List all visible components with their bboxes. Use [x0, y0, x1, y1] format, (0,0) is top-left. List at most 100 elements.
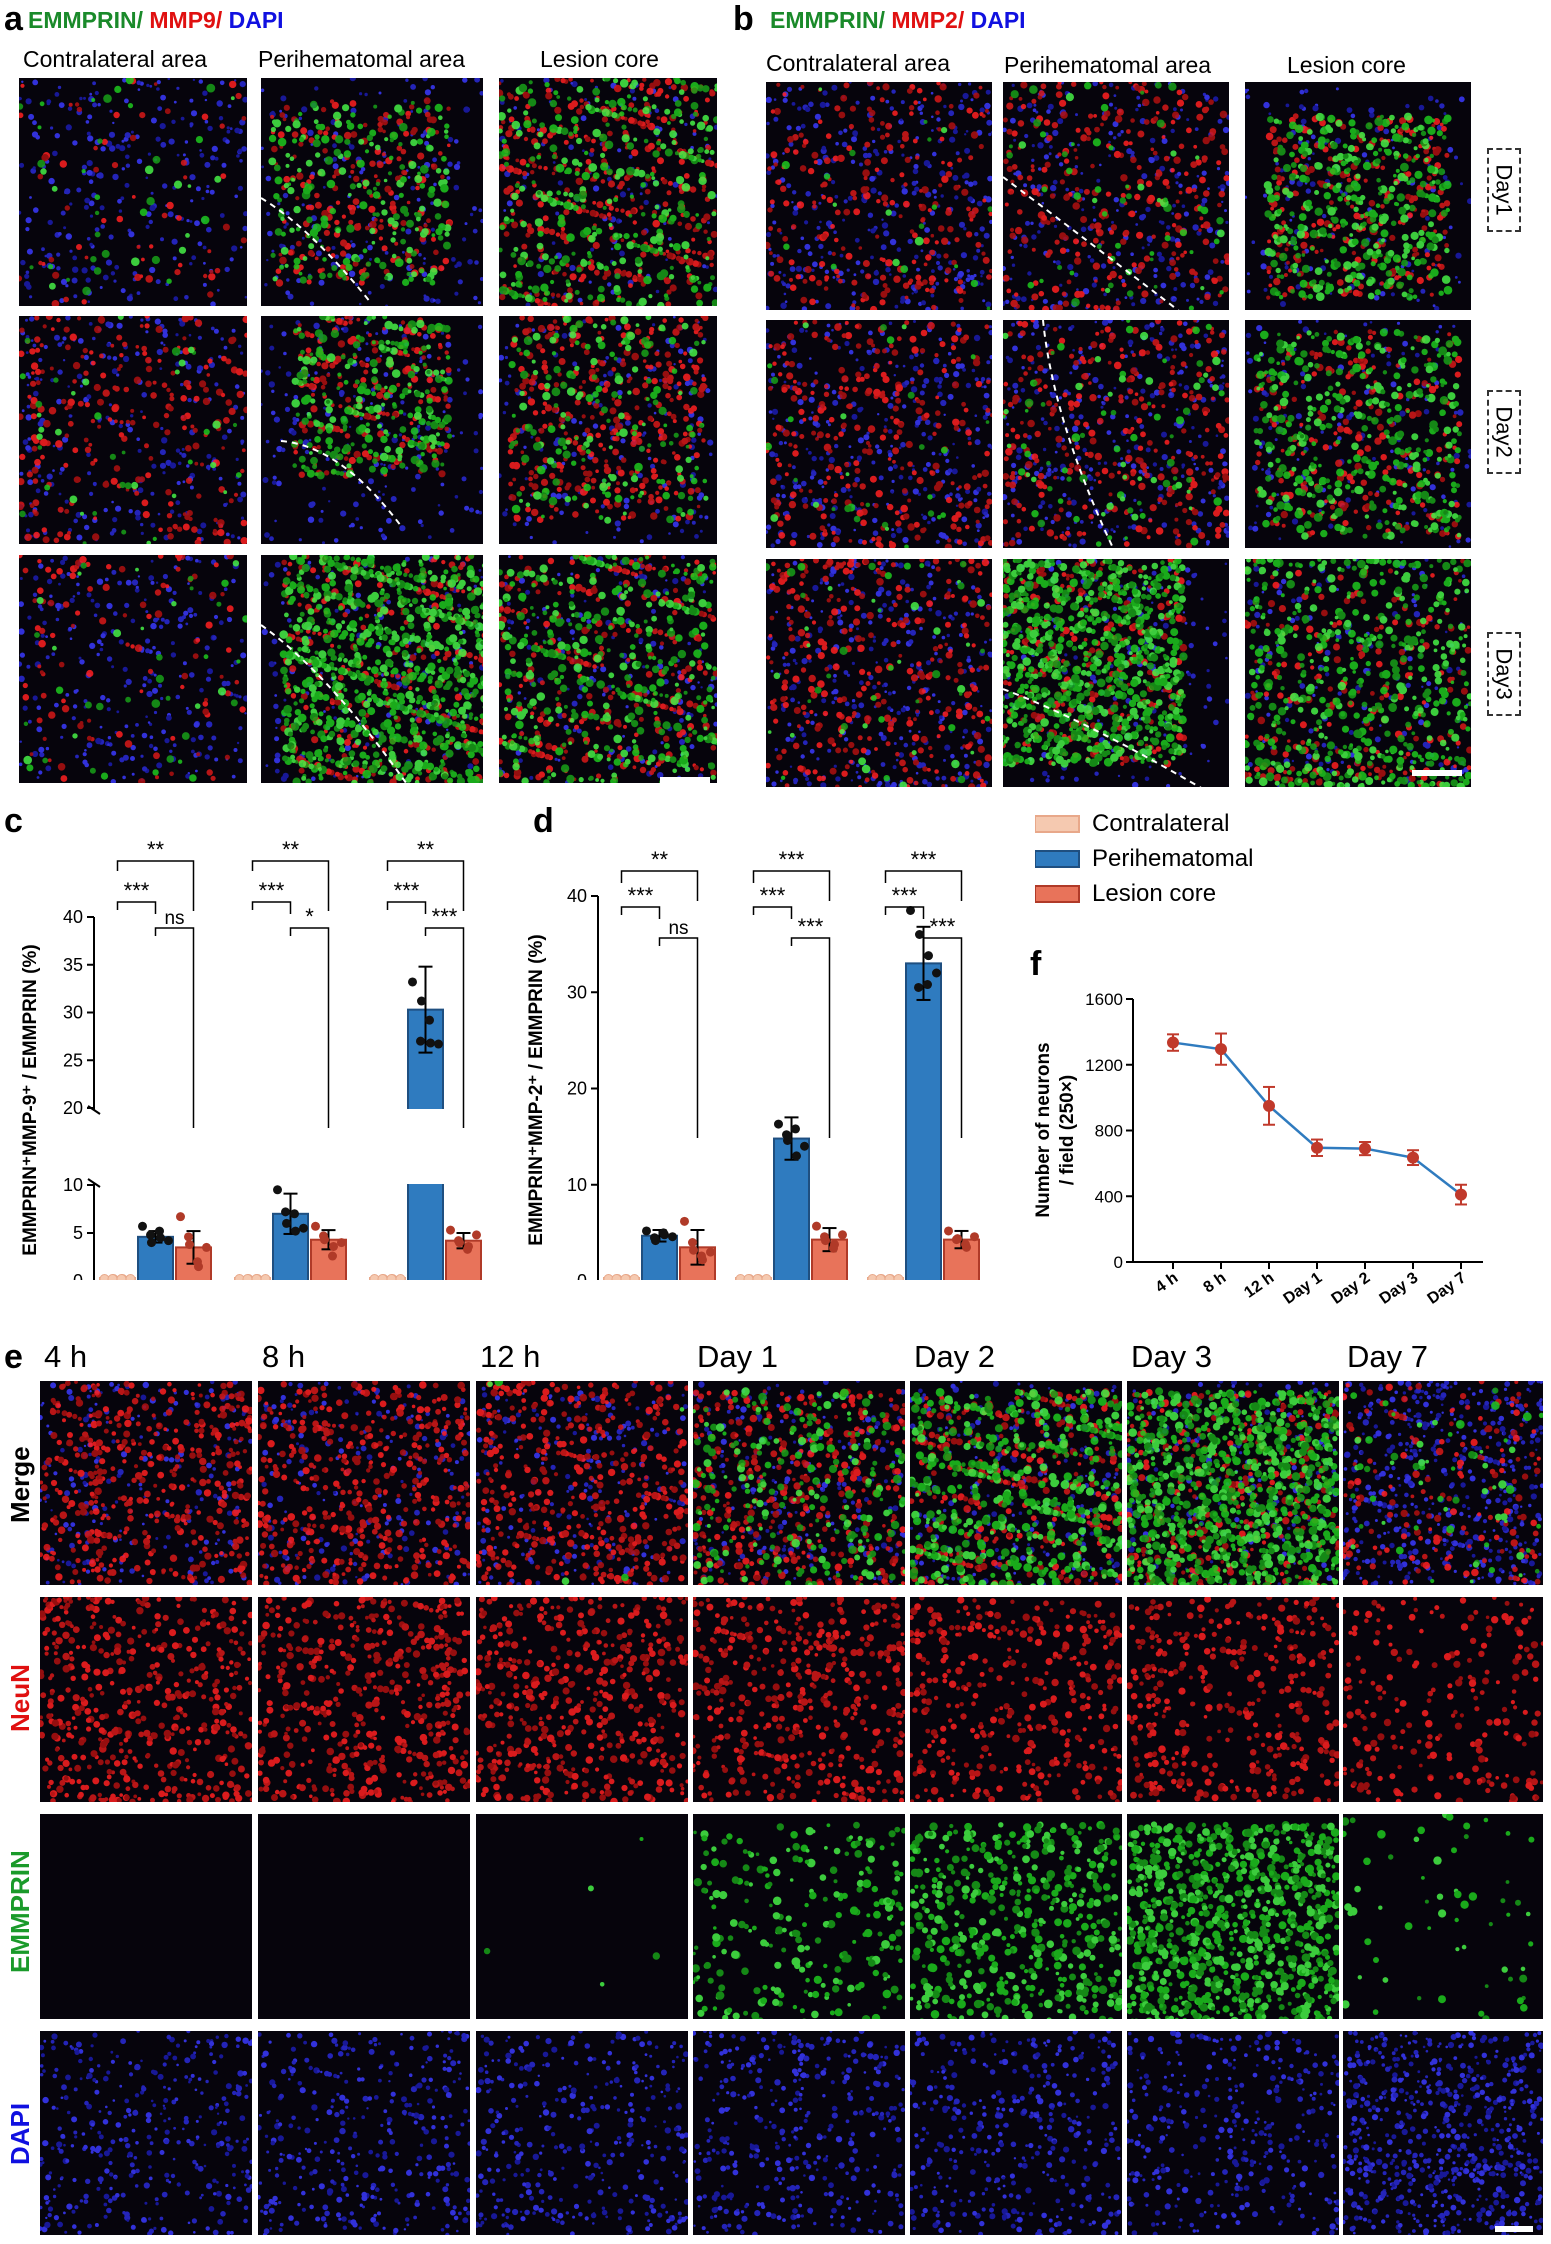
data-point: [319, 1231, 328, 1241]
micrograph-a-r3-c2: [261, 555, 483, 783]
x-tick-label: Day 3: [1377, 1269, 1422, 1305]
data-point: [884, 1274, 895, 1284]
data-point: [659, 1228, 668, 1238]
data-point: [829, 1243, 838, 1253]
data-point: [434, 1039, 443, 1049]
significance-label: **: [147, 837, 165, 862]
y-axis-label-line1: Number of neurons: [1033, 1042, 1054, 1217]
x-tick-label: 8 h: [1201, 1269, 1230, 1296]
bar-d-Day1-1: [641, 1234, 678, 1283]
x-tick-label: Day 1: [1281, 1269, 1326, 1305]
timepoint-label-3: Day 1: [697, 1339, 778, 1375]
micrograph-b-r1-c2: [1003, 82, 1229, 310]
y-tick-label: 40: [567, 886, 587, 906]
data-point: [282, 1218, 291, 1228]
y-tick-label: 800: [1095, 1122, 1123, 1141]
data-point: [386, 1274, 397, 1284]
data-point: [395, 1274, 406, 1284]
micrograph-e-dapi-3: [693, 2031, 905, 2235]
micrograph-e-dapi-2: [476, 2031, 688, 2235]
data-point: [893, 1274, 904, 1284]
data-point: [774, 1119, 783, 1129]
micrograph-e-neun-0: [40, 1597, 252, 1802]
data-point: [1407, 1151, 1419, 1164]
micrograph-e-neun-3: [693, 1597, 905, 1802]
data-point: [611, 1274, 622, 1284]
data-point: [924, 951, 933, 961]
significance-label: ***: [124, 878, 150, 903]
data-point: [792, 1151, 801, 1161]
y-tick-label: 1200: [1085, 1056, 1123, 1075]
panel-b-col-lesion: Lesion core: [1287, 52, 1406, 79]
panel-b-stain-part: DAPI: [971, 7, 1026, 33]
micrograph-a-r3-c3: [499, 555, 717, 783]
panel-b-stain-part: EMMPRIN/: [770, 7, 891, 33]
micrograph-a-r1-c3: [499, 78, 717, 306]
micrograph-e-merge-5: [1127, 1381, 1339, 1585]
panel-b-col-perihematomal: Perihematomal area: [1004, 52, 1211, 79]
panel-a-col-contralateral: Contralateral area: [23, 46, 207, 73]
micrograph-b-r2-c3: [1245, 320, 1471, 548]
panel-label-e: e: [4, 1338, 23, 1377]
y-tick-label: 20: [567, 1079, 587, 1099]
data-point: [961, 1239, 970, 1249]
data-point: [138, 1221, 147, 1231]
y-tick-label: 20: [63, 1098, 83, 1118]
micrograph-a-r3-c1: [19, 555, 247, 783]
day-label-1: Day1: [1487, 148, 1521, 232]
data-point: [706, 1247, 715, 1257]
significance-label: ***: [911, 847, 937, 872]
micrograph-b-r3-c3: [1245, 559, 1471, 787]
data-point: [1311, 1141, 1323, 1154]
data-point: [1215, 1043, 1227, 1056]
data-point: [164, 1236, 173, 1246]
data-point: [377, 1274, 388, 1284]
panel-b-col-contralateral: Contralateral area: [766, 50, 950, 77]
data-point: [1167, 1036, 1179, 1049]
data-point: [311, 1221, 320, 1231]
data-point: [454, 1236, 463, 1246]
micrograph-e-emmprin-3: [693, 1814, 905, 2019]
legend: Contralateral Perihematomal Lesion core: [1034, 806, 1335, 916]
significance-label: ns: [164, 908, 184, 929]
data-point: [425, 1015, 434, 1025]
data-point: [337, 1238, 346, 1248]
data-point: [791, 1124, 800, 1134]
data-point: [107, 1274, 118, 1284]
scale-bar: [1412, 770, 1462, 776]
y-tick-label: 0: [1114, 1253, 1123, 1272]
data-point: [463, 1244, 472, 1254]
data-point: [260, 1274, 271, 1284]
data-point: [291, 1226, 300, 1236]
panel-b-stain-title: EMMPRIN/ MMP2/ DAPI: [770, 7, 1026, 34]
timepoint-label-5: Day 3: [1131, 1339, 1212, 1375]
micrograph-a-r2-c1: [19, 316, 247, 544]
significance-label: *: [305, 904, 314, 929]
data-point: [281, 1207, 290, 1217]
significance-label: **: [651, 847, 669, 872]
y-axis-label: EMMPRIN⁺MMP-2⁺ / EMMPRIN (%): [526, 934, 547, 1245]
micrograph-e-neun-1: [258, 1597, 470, 1802]
panel-label-d: d: [533, 802, 554, 841]
legend-label-1: Perihematomal: [1092, 845, 1253, 872]
timepoint-label-6: Day 7: [1347, 1339, 1428, 1375]
micrograph-a-r2-c3: [499, 316, 717, 544]
data-point: [952, 1235, 961, 1245]
data-point: [680, 1216, 689, 1226]
micrograph-b-r1-c1: [766, 82, 992, 310]
micrograph-e-merge-1: [258, 1381, 470, 1585]
micrograph-e-dapi-6: [1343, 2031, 1543, 2235]
y-tick-label: 10: [567, 1175, 587, 1195]
significance-label: ***: [892, 883, 918, 908]
x-tick-label: 12 h: [1241, 1269, 1277, 1301]
chart-d: EMMPRIN⁺MMP-2⁺ / EMMPRIN (%)010203040Day…: [520, 790, 1020, 1313]
legend-swatch-2: [1034, 885, 1080, 903]
data-point: [193, 1257, 202, 1267]
micrograph-e-neun-2: [476, 1597, 688, 1802]
data-point: [242, 1274, 253, 1284]
y-axis-label: EMMPRIN⁺MMP-9⁺ / EMMPRIN (%): [20, 944, 41, 1255]
data-point: [906, 905, 915, 915]
significance-label: ***: [930, 914, 956, 939]
data-point: [629, 1274, 640, 1284]
bar-d-Day3-1: [905, 962, 942, 1282]
